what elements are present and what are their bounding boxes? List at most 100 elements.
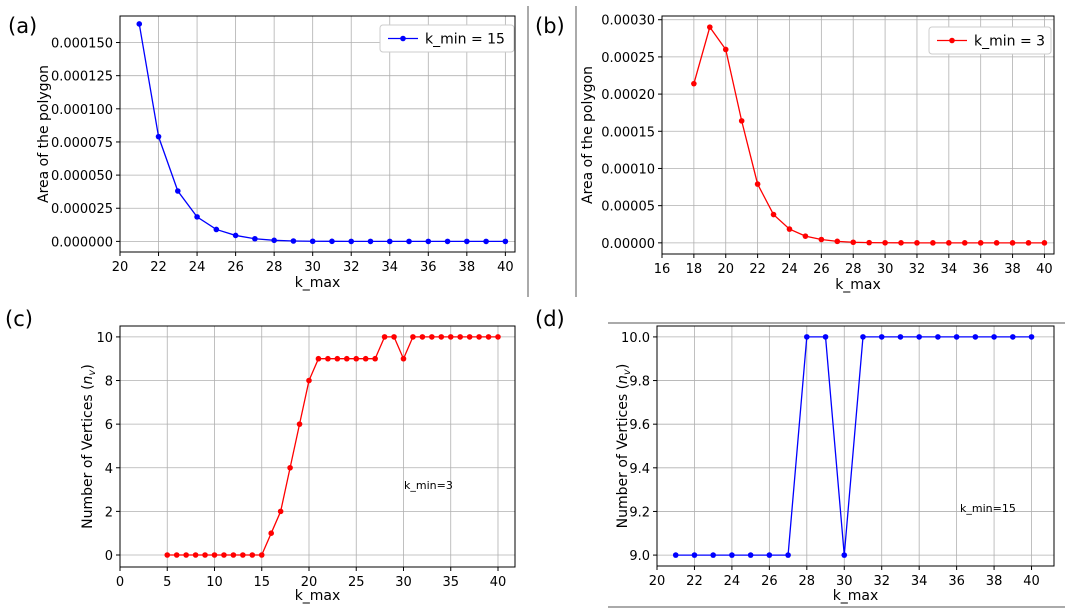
- x-axis-label: k_max: [295, 588, 341, 604]
- data-point: [754, 181, 761, 187]
- data-point: [136, 21, 143, 27]
- data-point: [155, 133, 162, 140]
- x-tick-label: 26: [227, 260, 244, 275]
- data-point: [252, 235, 258, 242]
- x-tick-label: 32: [343, 260, 360, 275]
- data-point: [1025, 240, 1032, 246]
- y-tick-label: 10.0: [621, 331, 650, 346]
- x-tick-label: 0: [116, 575, 124, 590]
- data-point: [329, 238, 335, 245]
- data-point: [898, 240, 904, 246]
- x-tick-label: 10: [206, 575, 223, 590]
- data-point: [183, 552, 189, 558]
- y-tick-label: 0.00030: [601, 14, 655, 29]
- x-tick-label: 24: [724, 574, 741, 589]
- x-tick-label: 38: [986, 574, 1003, 589]
- data-point: [770, 211, 777, 218]
- data-point: [691, 552, 698, 558]
- x-tick-label: 36: [972, 262, 989, 277]
- data-point: [882, 239, 888, 246]
- x-tick-label: 28: [266, 260, 283, 275]
- y-tick-label: 0.00015: [601, 125, 655, 140]
- data-point: [802, 233, 809, 239]
- data-point: [192, 552, 199, 558]
- data-point: [729, 552, 735, 558]
- data-point: [425, 238, 432, 245]
- y-tick-label: 0.000125: [51, 70, 113, 85]
- x-tick-label: 28: [845, 262, 862, 277]
- data-point: [296, 421, 303, 427]
- data-point: [953, 334, 960, 340]
- x-tick-label: 35: [442, 575, 459, 590]
- data-point: [325, 355, 331, 362]
- data-point: [991, 334, 997, 340]
- data-point: [804, 334, 810, 340]
- data-point: [202, 552, 208, 558]
- x-tick-label: 26: [813, 262, 830, 277]
- data-point: [722, 46, 729, 53]
- data-point: [841, 552, 848, 558]
- data-point: [878, 334, 885, 340]
- data-point: [850, 239, 857, 246]
- data-point: [707, 24, 713, 30]
- data-point: [860, 334, 866, 340]
- data-point: [400, 355, 407, 362]
- data-point: [287, 464, 293, 471]
- data-point: [240, 552, 246, 558]
- x-tick-label: 38: [459, 260, 476, 275]
- data-point: [916, 334, 922, 340]
- x-tick-label: 40: [490, 575, 507, 590]
- data-point: [290, 238, 297, 244]
- panel-label: (d): [535, 307, 565, 331]
- data-point: [315, 355, 322, 362]
- data-point: [309, 238, 316, 245]
- x-tick-label: 20: [717, 262, 734, 277]
- data-point: [691, 80, 697, 87]
- data-point: [213, 226, 220, 233]
- data-point: [230, 552, 237, 558]
- data-point: [381, 334, 388, 340]
- data-point: [271, 237, 277, 244]
- annotation-text: k_min=15: [960, 502, 1016, 515]
- y-tick-label: 10: [96, 331, 113, 346]
- data-point: [410, 334, 416, 340]
- data-point: [348, 238, 355, 245]
- data-point: [785, 552, 791, 558]
- data-point: [362, 355, 369, 362]
- plot-area-frame: [656, 325, 1055, 567]
- data-point: [457, 334, 463, 340]
- series-line: [138, 23, 506, 243]
- x-tick-label: 34: [911, 574, 928, 589]
- x-tick-label: 30: [836, 574, 853, 589]
- data-point: [258, 552, 265, 558]
- x-tick-label: 36: [948, 574, 965, 589]
- y-tick-label: 0.000075: [51, 136, 113, 151]
- y-axis-label: Number of Vertices (nv): [80, 364, 98, 529]
- data-point: [710, 552, 716, 558]
- x-tick-label: 25: [348, 575, 365, 590]
- y-tick-label: 9.8: [629, 375, 650, 390]
- x-tick-label: 28: [799, 574, 816, 589]
- legend-label: k_min = 15: [425, 32, 505, 48]
- data-point: [897, 334, 904, 340]
- data-point: [930, 240, 936, 246]
- x-tick-label: 40: [1023, 574, 1040, 589]
- data-point: [221, 552, 227, 558]
- series-line: [675, 336, 1032, 556]
- data-point: [164, 552, 171, 558]
- x-tick-label: 30: [395, 575, 412, 590]
- data-point: [447, 334, 454, 340]
- x-axis-label: k_max: [833, 588, 879, 604]
- y-tick-label: 0.00020: [601, 88, 655, 103]
- legend-marker: [400, 35, 406, 42]
- legend-box: [928, 26, 1052, 55]
- data-point: [483, 238, 489, 245]
- y-tick-label: 0.000000: [51, 235, 113, 250]
- data-point: [391, 334, 397, 340]
- x-tick-label: 24: [189, 260, 206, 275]
- data-point: [822, 334, 829, 340]
- data-point: [866, 239, 872, 246]
- data-point: [334, 355, 341, 362]
- data-point: [211, 552, 218, 558]
